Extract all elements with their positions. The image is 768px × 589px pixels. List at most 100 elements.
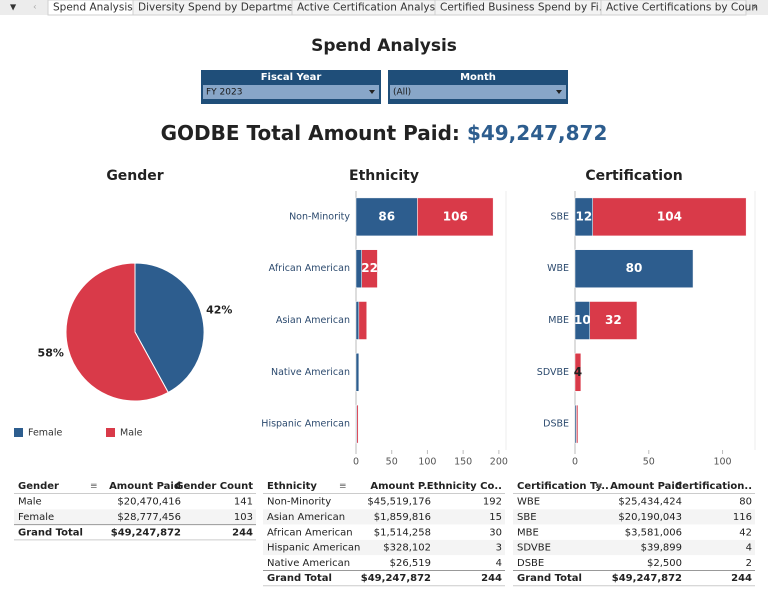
column-header[interactable]: Gender Count (175, 481, 253, 492)
dropdown-arrow (556, 90, 562, 94)
tab-next[interactable]: › (753, 3, 757, 13)
pie-slice (65, 262, 169, 402)
legend-swatch[interactable] (106, 428, 115, 437)
bar-segment[interactable] (589, 301, 638, 340)
column-header[interactable]: Gender (18, 481, 59, 492)
x-tick-label: 200 (490, 457, 508, 468)
category-label: Hispanic American (261, 419, 350, 430)
tab-label: Active Certifications by Coun (606, 2, 758, 14)
column-header[interactable]: Amount P.. (370, 481, 431, 492)
total-cell: Grand Total (18, 527, 83, 538)
sort-icon[interactable]: ≡ (90, 482, 98, 492)
category-label: Asian American (276, 315, 350, 326)
x-tick-label: 100 (418, 457, 436, 468)
bar-segment[interactable] (358, 301, 367, 340)
table-cell: DSBE (517, 558, 544, 569)
row-band (263, 494, 505, 510)
chart-title: Ethnicity (349, 168, 419, 184)
sort-icon[interactable]: ≡ (339, 482, 347, 492)
table-cell: $20,190,043 (618, 512, 682, 523)
table-cell: 15 (489, 512, 502, 523)
table-cell: $328,102 (383, 543, 431, 554)
data-label: 104 (657, 209, 682, 223)
tab-prev[interactable]: ‹ (33, 3, 37, 13)
kpi-value: $49,247,872 (467, 121, 607, 145)
filter-header (388, 70, 568, 84)
pie-slice (134, 262, 205, 394)
category-label: WBE (547, 263, 569, 274)
column-header[interactable]: Amount Paid (610, 481, 682, 492)
row-band (263, 509, 505, 525)
table-cell: 103 (234, 512, 253, 523)
total-cell: 244 (481, 573, 502, 584)
table-cell: $3,581,006 (625, 527, 682, 538)
x-tick-label: 50 (386, 457, 398, 468)
bar-segment[interactable] (355, 353, 360, 392)
column-header[interactable]: Ethnicity Co.. (427, 481, 502, 492)
row-band (263, 524, 505, 540)
bar-segment[interactable] (574, 249, 694, 288)
column-header[interactable]: Certification Ty.. (517, 481, 609, 492)
category-label: SDVBE (537, 367, 569, 378)
table-cell: 80 (739, 497, 752, 508)
total-cell: Grand Total (517, 573, 582, 584)
x-tick-label: 100 (713, 457, 731, 468)
table-cell: $1,859,816 (374, 512, 431, 523)
table-cell: $2,500 (647, 558, 682, 569)
table-cell: 42 (739, 527, 752, 538)
table-cell: $1,514,258 (374, 527, 431, 538)
bar-segment[interactable] (361, 249, 378, 288)
sort-icon[interactable]: ≡ (595, 482, 603, 492)
row-band (513, 494, 755, 510)
category-label: Non-Minority (289, 211, 350, 222)
table-cell: Hispanic American (267, 543, 360, 554)
data-label: 10 (574, 313, 591, 327)
kpi: GODBE Total Amount Paid: $49,247,872 (161, 121, 608, 145)
table-cell: SDVBE (517, 543, 551, 554)
table-cell: Female (18, 512, 54, 523)
table-cell: $20,470,416 (117, 497, 181, 508)
table-cell: 116 (733, 512, 752, 523)
filter-dropdown-box[interactable] (390, 85, 566, 99)
total-cell: 244 (232, 527, 253, 538)
row-band (513, 555, 755, 571)
bar-segment[interactable] (356, 404, 359, 444)
x-tick-label: 0 (572, 457, 578, 468)
row-band (513, 524, 755, 540)
column-header[interactable]: Amount Paid (109, 481, 181, 492)
table-cell: 3 (496, 543, 502, 554)
filter-value: (All) (393, 88, 411, 98)
bar-segment[interactable] (576, 404, 579, 444)
filter-dropdown-box[interactable] (203, 85, 379, 99)
table-cell: Asian American (267, 512, 345, 523)
bar-segment[interactable] (355, 301, 360, 340)
table-cell: 2 (746, 558, 752, 569)
kpi-label: GODBE Total Amount Paid: (161, 121, 460, 145)
table-cell: $39,899 (641, 543, 682, 554)
legend-label[interactable]: Male (120, 428, 143, 439)
filter-label: Fiscal Year (261, 72, 322, 83)
bar-segment[interactable] (592, 197, 747, 237)
table-cell: WBE (517, 497, 540, 508)
table-cell: 141 (234, 497, 253, 508)
chart-title: Gender (106, 168, 163, 184)
data-label: 22 (361, 261, 378, 275)
table-cell: 192 (483, 497, 502, 508)
legend-swatch[interactable] (14, 428, 23, 437)
tab[interactable] (600, 0, 747, 16)
legend-label[interactable]: Female (28, 428, 63, 439)
data-label: 32 (605, 313, 622, 327)
bar-segment[interactable] (355, 197, 418, 237)
bar-segment[interactable] (574, 353, 582, 392)
total-cell: $49,247,872 (361, 573, 431, 584)
bar-segment[interactable] (417, 197, 494, 237)
category-label: SBE (550, 211, 569, 222)
table-cell: 30 (489, 527, 502, 538)
data-label: 80 (626, 261, 643, 275)
row-band (14, 509, 256, 525)
table-cell: Non-Minority (267, 497, 331, 508)
column-header[interactable]: Ethnicity (267, 481, 317, 492)
column-header[interactable]: Certification.. (675, 481, 752, 492)
tab-menu[interactable]: ▼ (10, 3, 17, 12)
